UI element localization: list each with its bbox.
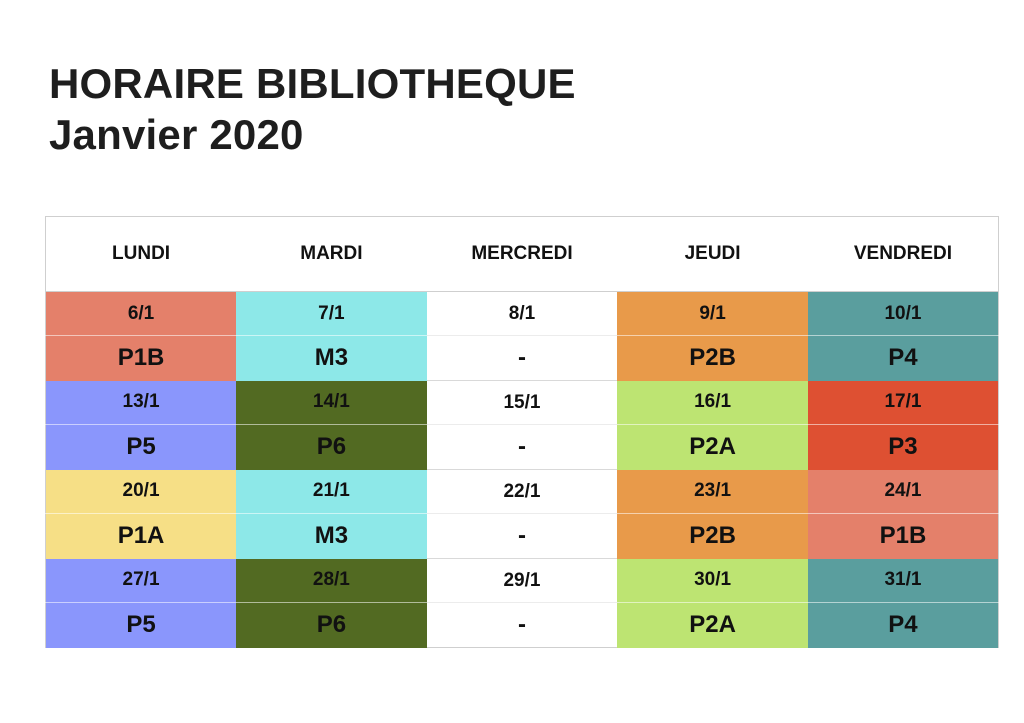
date-cell: 14/1: [236, 380, 427, 425]
week-date-row: 27/1 28/1 29/1 30/1 31/1: [45, 558, 999, 603]
day-header-mercredi: MERCREDI: [426, 216, 618, 292]
date-cell: 28/1: [236, 558, 427, 603]
date-cell: 21/1: [236, 469, 427, 514]
date-cell: 10/1: [807, 291, 999, 336]
class-code-cell: P3: [807, 424, 999, 470]
date-cell: 27/1: [45, 558, 237, 603]
class-code-cell: -: [426, 602, 618, 648]
class-code-cell: -: [426, 424, 618, 470]
date-cell: 29/1: [426, 558, 618, 603]
date-cell: 20/1: [45, 469, 237, 514]
class-code-cell: P1B: [45, 335, 237, 381]
date-cell: 7/1: [236, 291, 427, 336]
class-code-cell: P1B: [807, 513, 999, 559]
schedule-table: LUNDI MARDI MERCREDI JEUDI VENDREDI 6/1 7…: [45, 216, 999, 648]
class-code-cell: M3: [236, 335, 427, 381]
header-row: LUNDI MARDI MERCREDI JEUDI VENDREDI: [45, 216, 999, 292]
class-code-cell: P4: [807, 602, 999, 648]
day-header-lundi: LUNDI: [45, 216, 237, 292]
day-header-mardi: MARDI: [236, 216, 427, 292]
week-code-row: P1B M3- P2B P4: [45, 335, 999, 381]
class-code-cell: P2A: [617, 424, 808, 470]
date-cell: 6/1: [45, 291, 237, 336]
class-code-cell: P6: [236, 424, 427, 470]
week-date-row: 20/1 21/1 22/1 23/1 24/1: [45, 469, 999, 514]
date-cell: 22/1: [426, 469, 618, 514]
class-code-cell: P4: [807, 335, 999, 381]
week-date-row: 13/1 14/1 15/1 16/1 17/1: [45, 380, 999, 425]
date-cell: 31/1: [807, 558, 999, 603]
day-header-vendredi: VENDREDI: [807, 216, 999, 292]
date-cell: 23/1: [617, 469, 808, 514]
class-code-cell: P2B: [617, 335, 808, 381]
date-cell: 30/1: [617, 558, 808, 603]
date-cell: 13/1: [45, 380, 237, 425]
week-date-row: 6/1 7/1 8/1 9/1 10/1: [45, 291, 999, 336]
date-cell: 8/1: [426, 291, 618, 336]
class-code-cell: P1A: [45, 513, 237, 559]
schedule-body: 6/1 7/1 8/1 9/1 10/1 P1B M3- P2B P4 13/1 14/1 15/1 1…: [45, 291, 999, 648]
date-cell: 15/1: [426, 380, 618, 425]
title-line-1: HORAIRE BIBLIOTHEQUE: [49, 60, 576, 107]
date-cell: 16/1: [617, 380, 808, 425]
date-cell: 24/1: [807, 469, 999, 514]
class-code-cell: P2B: [617, 513, 808, 559]
class-code-cell: M3: [236, 513, 427, 559]
class-code-cell: -: [426, 513, 618, 559]
page-title: HORAIRE BIBLIOTHEQUE Janvier 2020: [49, 58, 576, 160]
class-code-cell: P5: [45, 424, 237, 470]
week-code-row: P5 P6- P2A P4: [45, 602, 999, 648]
class-code-cell: P5: [45, 602, 237, 648]
date-cell: 17/1: [807, 380, 999, 425]
week-code-row: P1A M3- P2B P1B: [45, 513, 999, 559]
date-cell: 9/1: [617, 291, 808, 336]
class-code-cell: P6: [236, 602, 427, 648]
class-code-cell: -: [426, 335, 618, 381]
day-header-jeudi: JEUDI: [617, 216, 808, 292]
class-code-cell: P2A: [617, 602, 808, 648]
week-code-row: P5 P6- P2A P3: [45, 424, 999, 470]
title-line-2: Janvier 2020: [49, 111, 304, 158]
